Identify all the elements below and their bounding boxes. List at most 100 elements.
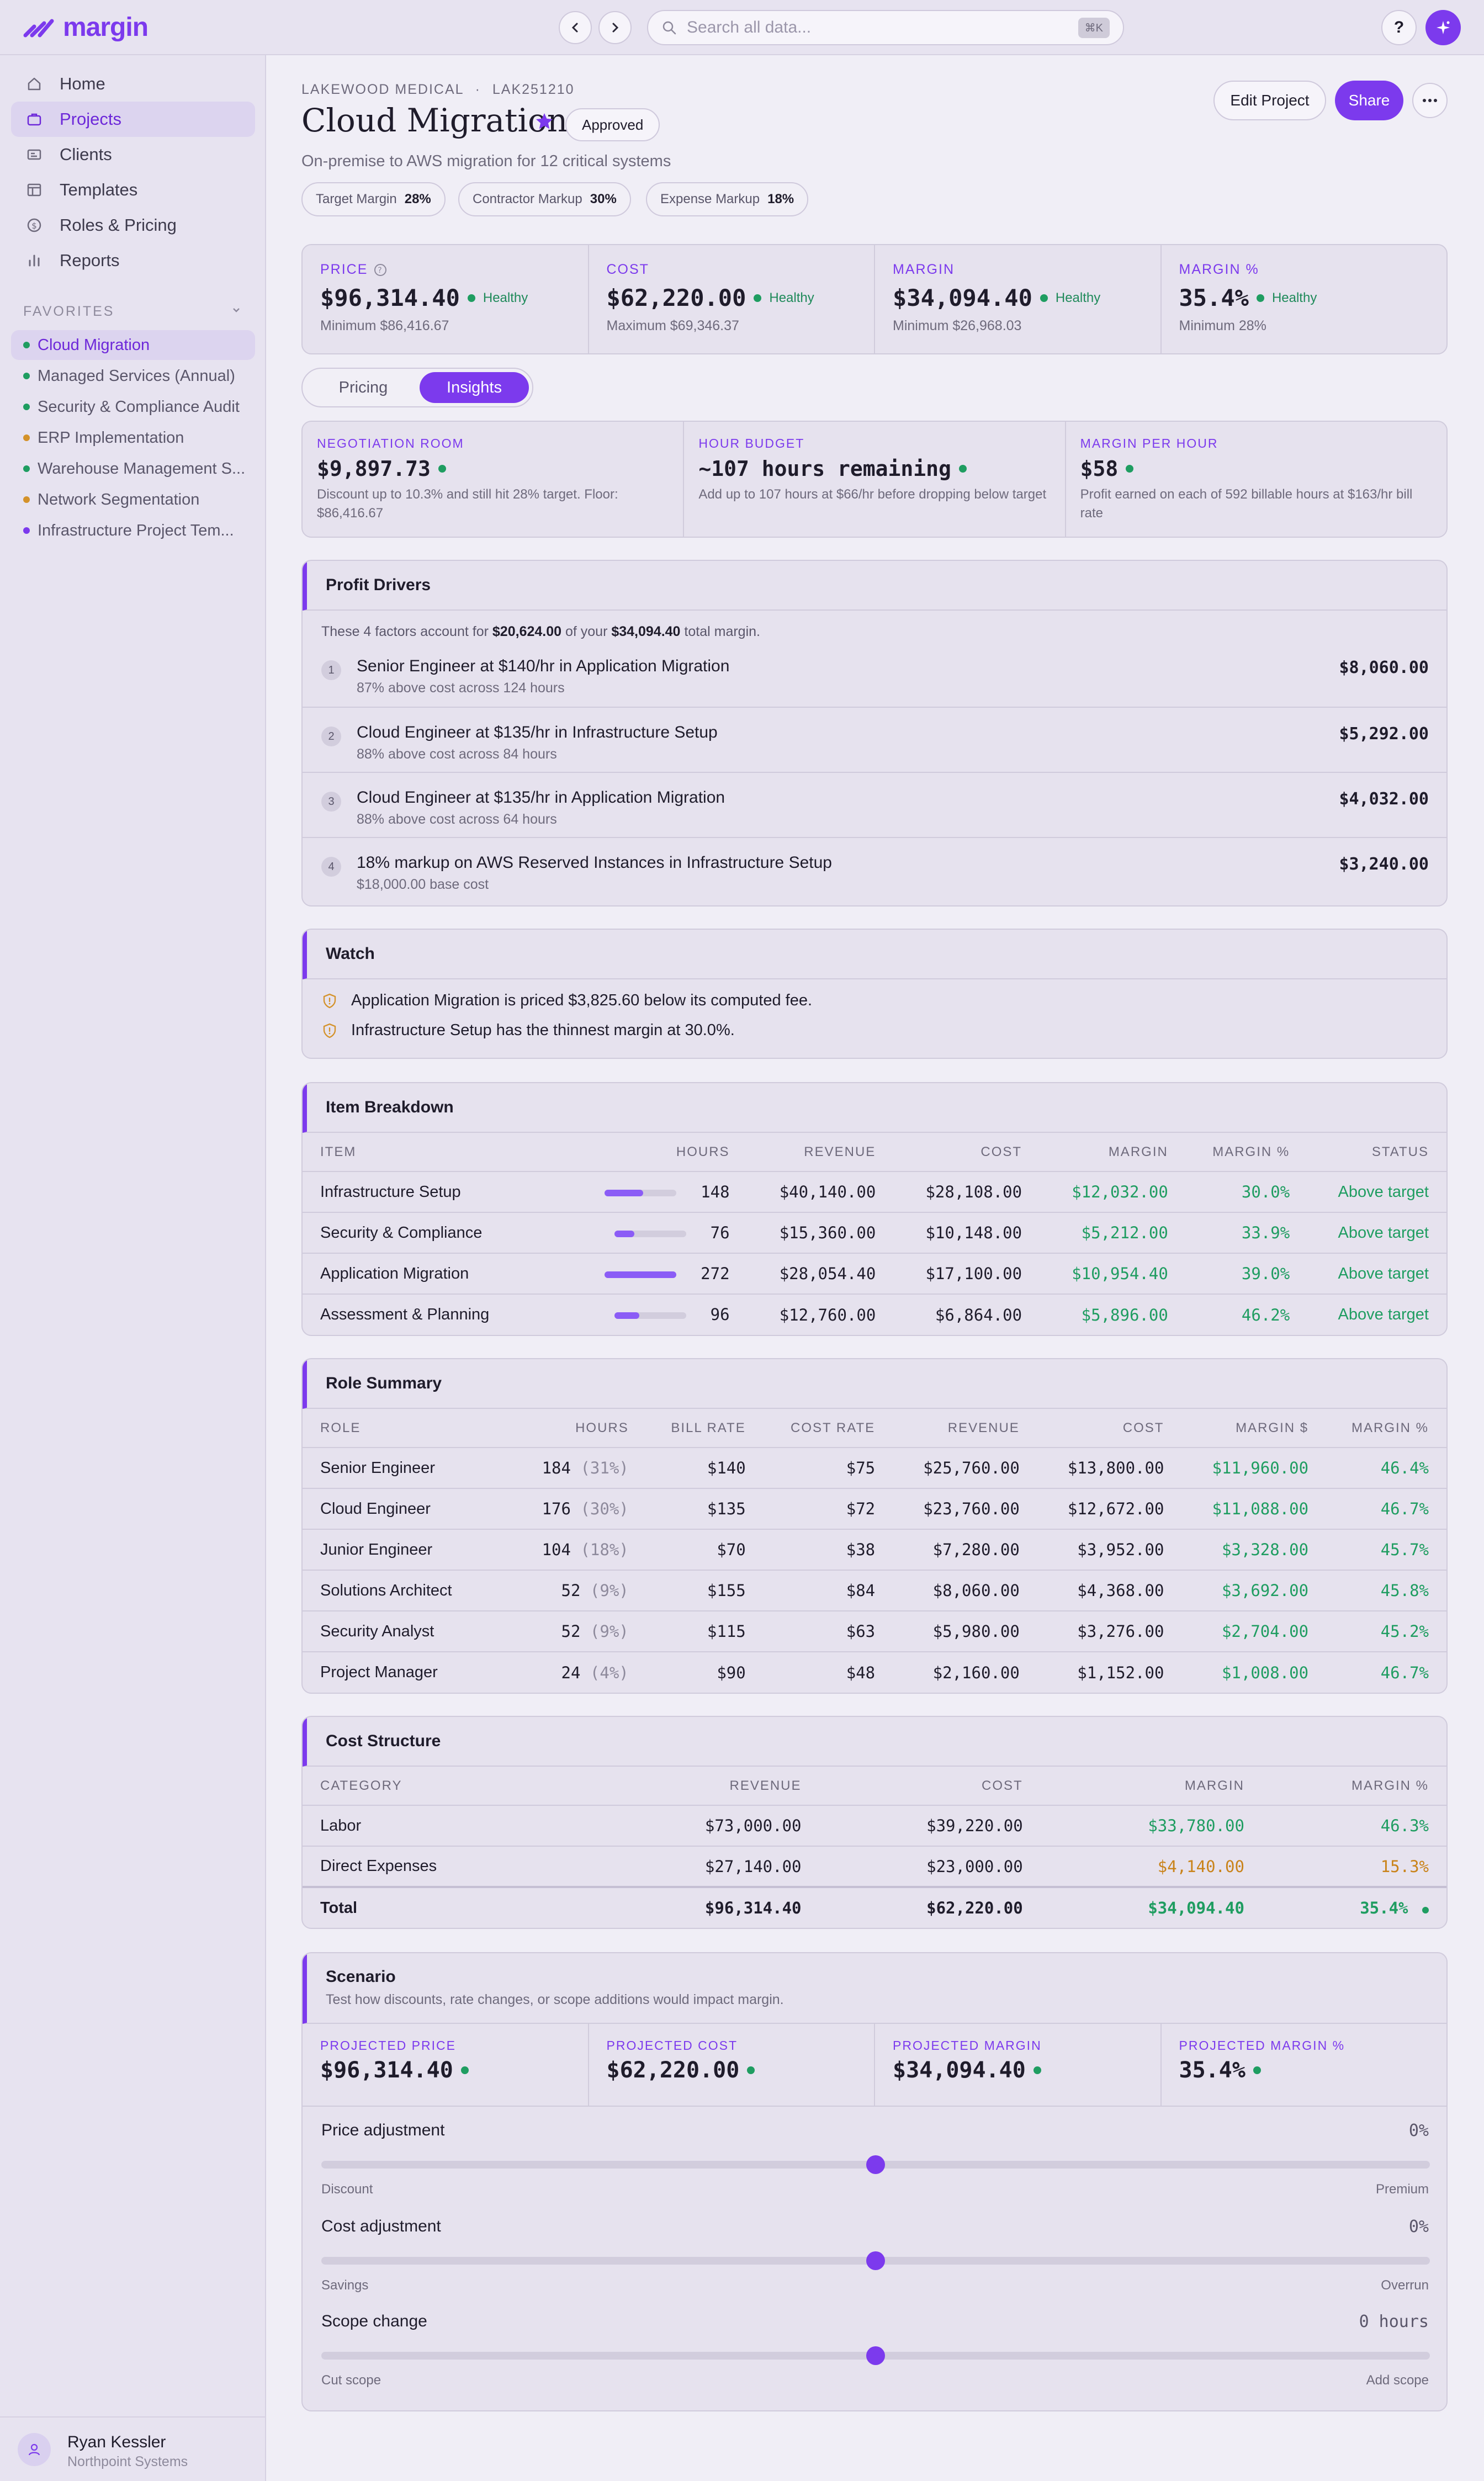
project-description: On-premise to AWS migration for 12 criti… <box>301 152 671 170</box>
section-title: Watch <box>303 930 1446 979</box>
profit-drivers-card: Profit Drivers These 4 factors account f… <box>301 560 1448 906</box>
table-row[interactable]: Application Migration 272 $28,054.40 $17… <box>303 1253 1446 1295</box>
column-header[interactable]: COST <box>1037 1409 1182 1448</box>
table-row[interactable]: Infrastructure Setup 148 $40,140.00 $28,… <box>303 1171 1446 1213</box>
help-button[interactable]: ? <box>1381 10 1417 45</box>
forward-button[interactable] <box>598 11 632 44</box>
favorite-cloud-migration[interactable]: Cloud Migration <box>11 330 255 360</box>
item-margin: $10,954.40 <box>1040 1253 1186 1295</box>
projected-margin: PROJECTED MARGIN $34,094.40 <box>875 2024 1162 2106</box>
column-header[interactable]: COST <box>893 1133 1040 1172</box>
slider-thumb[interactable] <box>866 2346 885 2365</box>
chevron-down-icon[interactable] <box>230 304 243 317</box>
projection-label: PROJECTED PRICE <box>320 2038 456 2053</box>
sidebar-item-clients[interactable]: Clients <box>11 137 255 172</box>
svg-text:?: ? <box>378 266 383 275</box>
sidebar-item-projects[interactable]: Projects <box>11 102 255 137</box>
share-button[interactable]: Share <box>1335 81 1403 120</box>
favorite-label: ERP Implementation <box>38 428 184 447</box>
table-row[interactable]: Senior Engineer 184 (31%) $140 $75 $25,760.0… <box>303 1448 1446 1489</box>
column-header[interactable]: MARGIN % <box>1185 1133 1308 1172</box>
item-hours: 96 <box>564 1294 747 1335</box>
column-header[interactable]: BILL RATE <box>646 1409 764 1448</box>
column-header[interactable]: REVENUE <box>893 1409 1037 1448</box>
slider-thumb[interactable] <box>866 2251 885 2270</box>
kpi-subtext: Minimum $86,416.67 <box>320 318 449 333</box>
projected-price: PROJECTED PRICE $96,314.40 <box>303 2024 589 2106</box>
table-row[interactable]: Project Manager 24 (4%) $90 $48 $2,160.00 $1,… <box>303 1652 1446 1693</box>
column-header[interactable]: HOURS <box>564 1133 748 1172</box>
intro-text: These 4 factors account for <box>321 624 492 639</box>
column-header[interactable]: MARGIN $ <box>1181 1409 1327 1448</box>
sidebar-item-home[interactable]: Home <box>11 66 255 102</box>
watch-text: Infrastructure Setup has the thinnest ma… <box>351 1021 735 1039</box>
breadcrumb-client[interactable]: LAKEWOOD MEDICAL <box>301 82 464 97</box>
status-dot <box>23 373 30 379</box>
column-header[interactable]: MARGIN % <box>1262 1767 1446 1806</box>
table-row[interactable]: Cloud Engineer 176 (30%) $135 $72 $23,760.00… <box>303 1488 1446 1530</box>
driver-subtext: 88% above cost across 64 hours <box>357 812 557 827</box>
star-icon[interactable] <box>534 112 554 131</box>
favorite-warehouse-management[interactable]: Warehouse Management S... <box>11 454 255 484</box>
hours-value: 52 <box>561 1622 581 1641</box>
tab-pricing[interactable]: Pricing <box>338 378 388 396</box>
slider-track[interactable] <box>321 2346 1430 2365</box>
favorite-security-audit[interactable]: Security & Compliance Audit <box>11 392 255 422</box>
slider-thumb[interactable] <box>866 2155 885 2174</box>
column-header[interactable]: MARGIN <box>1040 1133 1186 1172</box>
insight-value: $9,897.73 <box>317 457 431 481</box>
slider-max-label: Overrun <box>1381 2278 1429 2293</box>
role-cost: $1,152.00 <box>1077 1663 1164 1682</box>
role-bill-rate: $90 <box>717 1663 746 1682</box>
role-margin-percent: 46.7% <box>1326 1488 1446 1530</box>
search-input[interactable]: Search all data... ⌘K <box>647 10 1124 45</box>
kpi-cost: COST $62,220.00 Healthy Maximum $69,346.… <box>589 245 875 353</box>
table-row[interactable]: Junior Engineer 104 (18%) $70 $38 $7,280.00 $… <box>303 1529 1446 1571</box>
column-header[interactable]: COST RATE <box>763 1409 893 1448</box>
slider-track[interactable] <box>321 2155 1430 2174</box>
favorite-erp-implementation[interactable]: ERP Implementation <box>11 423 255 453</box>
app-logo[interactable]: margin <box>22 12 149 43</box>
tab-insights[interactable]: Insights <box>420 372 529 403</box>
column-header[interactable]: CATEGORY <box>303 1767 598 1806</box>
column-header[interactable]: REVENUE <box>747 1133 894 1172</box>
info-icon[interactable]: ? <box>373 263 388 277</box>
driver-rank: 4 <box>321 857 341 877</box>
column-header[interactable]: REVENUE <box>597 1767 819 1806</box>
page-title: Cloud Migration <box>301 102 568 139</box>
user-profile[interactable]: Ryan Kessler Northpoint Systems <box>0 2416 265 2481</box>
back-button[interactable] <box>559 11 592 44</box>
column-header[interactable]: MARGIN <box>1040 1767 1262 1806</box>
column-header[interactable]: COST <box>819 1767 1041 1806</box>
table-row[interactable]: Security Analyst 52 (9%) $115 $63 $5,980.00 $… <box>303 1611 1446 1652</box>
edit-project-button[interactable]: Edit Project <box>1213 81 1326 120</box>
role-revenue: $25,760.00 <box>893 1448 1037 1489</box>
column-header[interactable]: STATUS <box>1307 1133 1446 1172</box>
driver-amount: $8,060.00 <box>1339 658 1429 677</box>
column-header[interactable]: MARGIN % <box>1326 1409 1446 1448</box>
favorite-network-segmentation[interactable]: Network Segmentation <box>11 485 255 515</box>
column-header[interactable]: ROLE <box>303 1409 515 1448</box>
more-options-button[interactable] <box>1412 83 1448 118</box>
user-icon <box>28 2443 40 2456</box>
slider-track[interactable] <box>321 2251 1430 2270</box>
table-row[interactable]: Solutions Architect 52 (9%) $155 $84 $8,060.… <box>303 1570 1446 1611</box>
column-header[interactable]: HOURS <box>514 1409 646 1448</box>
role-name: Junior Engineer <box>303 1529 515 1571</box>
pill-label: Target Margin <box>316 192 397 206</box>
item-margin: $5,896.00 <box>1081 1305 1168 1324</box>
sidebar-item-roles-pricing[interactable]: $ Roles & Pricing <box>11 208 255 243</box>
favorite-infrastructure-template[interactable]: Infrastructure Project Tem... <box>11 516 255 545</box>
role-margin: $11,088.00 <box>1181 1488 1327 1530</box>
table-row[interactable]: Assessment & Planning 96 $12,760.00 $6,8… <box>303 1294 1446 1335</box>
hours-value: 24 <box>561 1663 581 1682</box>
column-header[interactable]: ITEM <box>303 1133 565 1172</box>
role-cost-rate: $63 <box>763 1611 893 1652</box>
sidebar-item-templates[interactable]: Templates <box>11 172 255 208</box>
table-header-row: CATEGORY REVENUE COST MARGIN MARGIN % <box>303 1767 1446 1806</box>
ai-assistant-button[interactable] <box>1425 10 1461 45</box>
category-revenue: $27,140.00 <box>597 1846 819 1888</box>
favorite-managed-services[interactable]: Managed Services (Annual) <box>11 361 255 391</box>
sidebar-item-reports[interactable]: Reports <box>11 243 255 278</box>
table-row[interactable]: Security & Compliance 76 $15,360.00 $10,… <box>303 1212 1446 1254</box>
